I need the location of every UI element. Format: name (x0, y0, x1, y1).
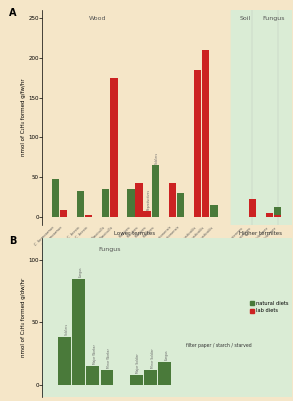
Bar (60, 211, 67, 217)
Y-axis label: nmol of C₂H₄ formed g/fw/hr: nmol of C₂H₄ formed g/fw/hr (21, 79, 26, 156)
Bar (158, 362, 171, 385)
Text: B: B (9, 236, 16, 246)
Text: Lower termites: Lower termites (114, 231, 155, 236)
Bar (100, 370, 113, 385)
Bar (231, 10, 290, 225)
Text: Fungus: Fungus (79, 266, 83, 277)
Text: Fungus: Fungus (165, 350, 168, 360)
Text: Major Soldier: Major Soldier (137, 353, 140, 373)
Bar (274, 207, 281, 217)
Bar (135, 199, 143, 217)
Bar (135, 183, 143, 217)
Bar (151, 165, 159, 217)
Bar (127, 189, 134, 217)
Bar (202, 50, 209, 217)
Bar (231, 10, 293, 225)
Bar (85, 215, 92, 217)
Bar (274, 215, 281, 217)
Bar (266, 213, 273, 217)
Text: Reproductives: Reproductives (146, 189, 150, 211)
Text: filter paper / starch / starved: filter paper / starch / starved (186, 343, 251, 348)
Bar (249, 199, 256, 217)
Text: Major Worker: Major Worker (93, 344, 97, 364)
Bar (210, 205, 218, 217)
Bar (177, 193, 184, 217)
Bar (144, 211, 151, 217)
Bar (52, 179, 59, 217)
Bar (102, 189, 109, 217)
Legend: natural diets, lab diets: natural diets, lab diets (250, 301, 289, 314)
Bar (130, 375, 143, 385)
Text: Minor Worker: Minor Worker (107, 348, 111, 368)
Bar (77, 190, 84, 217)
Bar (169, 183, 176, 217)
Bar (169, 194, 176, 217)
Text: Soldiers: Soldiers (154, 152, 159, 164)
Bar (110, 78, 117, 217)
Y-axis label: nmol of C₂H₄ formed g/dw/hr: nmol of C₂H₄ formed g/dw/hr (21, 278, 26, 357)
Bar (144, 370, 157, 385)
Bar (58, 337, 71, 385)
Text: A: A (9, 8, 16, 18)
Text: Higher termites: Higher termites (239, 231, 282, 236)
Text: Soil: Soil (240, 16, 251, 22)
Bar (86, 366, 99, 385)
Text: Wood: Wood (88, 16, 106, 22)
Text: Fungus: Fungus (263, 16, 285, 22)
Bar (194, 70, 201, 217)
Text: Fungus: Fungus (98, 247, 121, 253)
Bar (72, 279, 85, 385)
Text: Soldiers: Soldiers (65, 323, 69, 336)
Text: Minor Soldier: Minor Soldier (151, 348, 154, 368)
